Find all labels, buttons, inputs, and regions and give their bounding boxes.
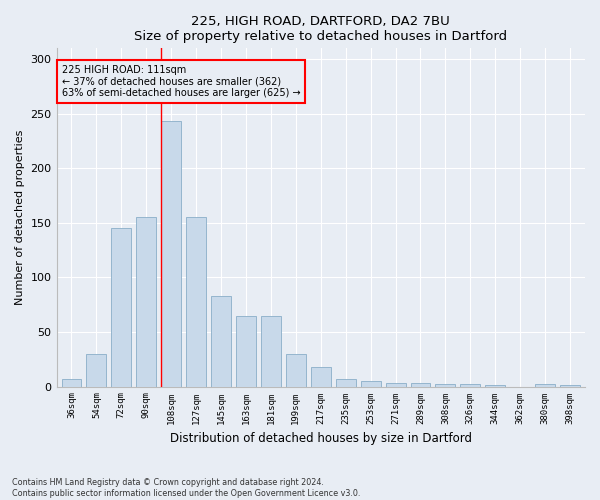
- Bar: [236, 316, 256, 386]
- Bar: [410, 384, 430, 386]
- Bar: [161, 122, 181, 386]
- Bar: [86, 354, 106, 386]
- Bar: [136, 218, 156, 386]
- Bar: [535, 384, 555, 386]
- Bar: [336, 379, 356, 386]
- Bar: [112, 228, 131, 386]
- X-axis label: Distribution of detached houses by size in Dartford: Distribution of detached houses by size …: [170, 432, 472, 445]
- Bar: [311, 367, 331, 386]
- Bar: [286, 354, 306, 386]
- Bar: [386, 384, 406, 386]
- Bar: [261, 316, 281, 386]
- Text: 225 HIGH ROAD: 111sqm
← 37% of detached houses are smaller (362)
63% of semi-det: 225 HIGH ROAD: 111sqm ← 37% of detached …: [62, 64, 300, 98]
- Bar: [186, 218, 206, 386]
- Title: 225, HIGH ROAD, DARTFORD, DA2 7BU
Size of property relative to detached houses i: 225, HIGH ROAD, DARTFORD, DA2 7BU Size o…: [134, 15, 508, 43]
- Y-axis label: Number of detached properties: Number of detached properties: [15, 130, 25, 305]
- Text: Contains HM Land Registry data © Crown copyright and database right 2024.
Contai: Contains HM Land Registry data © Crown c…: [12, 478, 361, 498]
- Bar: [460, 384, 481, 386]
- Bar: [62, 379, 82, 386]
- Bar: [361, 381, 380, 386]
- Bar: [211, 296, 231, 386]
- Bar: [436, 384, 455, 386]
